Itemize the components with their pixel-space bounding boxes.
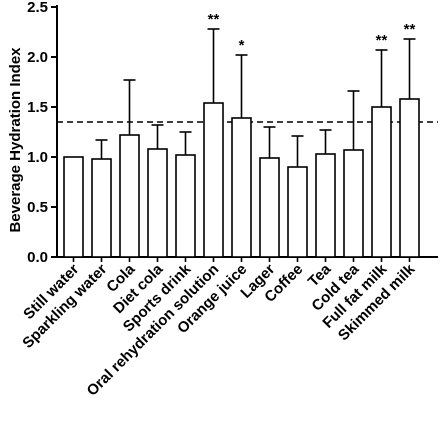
bar bbox=[63, 156, 84, 258]
significance-mark: * bbox=[239, 37, 245, 54]
y-tick-label: 1.5 bbox=[27, 99, 48, 116]
bar bbox=[203, 102, 224, 258]
y-tick-label: 1.0 bbox=[27, 149, 48, 166]
significance-mark: ** bbox=[376, 32, 388, 49]
bar bbox=[399, 98, 420, 258]
bar bbox=[91, 158, 112, 258]
significance-mark: ** bbox=[404, 21, 416, 38]
bar bbox=[315, 153, 336, 258]
significance-mark: ** bbox=[208, 11, 220, 28]
y-axis-title: Beverage Hydration Index bbox=[7, 47, 24, 233]
bar bbox=[231, 117, 252, 258]
bar bbox=[175, 154, 196, 258]
bar bbox=[371, 106, 392, 258]
bar bbox=[259, 157, 280, 258]
bar bbox=[119, 134, 140, 258]
bar bbox=[147, 148, 168, 258]
y-tick-label: 0.5 bbox=[27, 199, 48, 216]
y-tick-label: 2.5 bbox=[27, 0, 48, 16]
y-tick-label: 2.0 bbox=[27, 49, 48, 66]
bar bbox=[343, 149, 364, 258]
y-tick-label: 0.0 bbox=[27, 249, 48, 266]
bar bbox=[287, 166, 308, 258]
